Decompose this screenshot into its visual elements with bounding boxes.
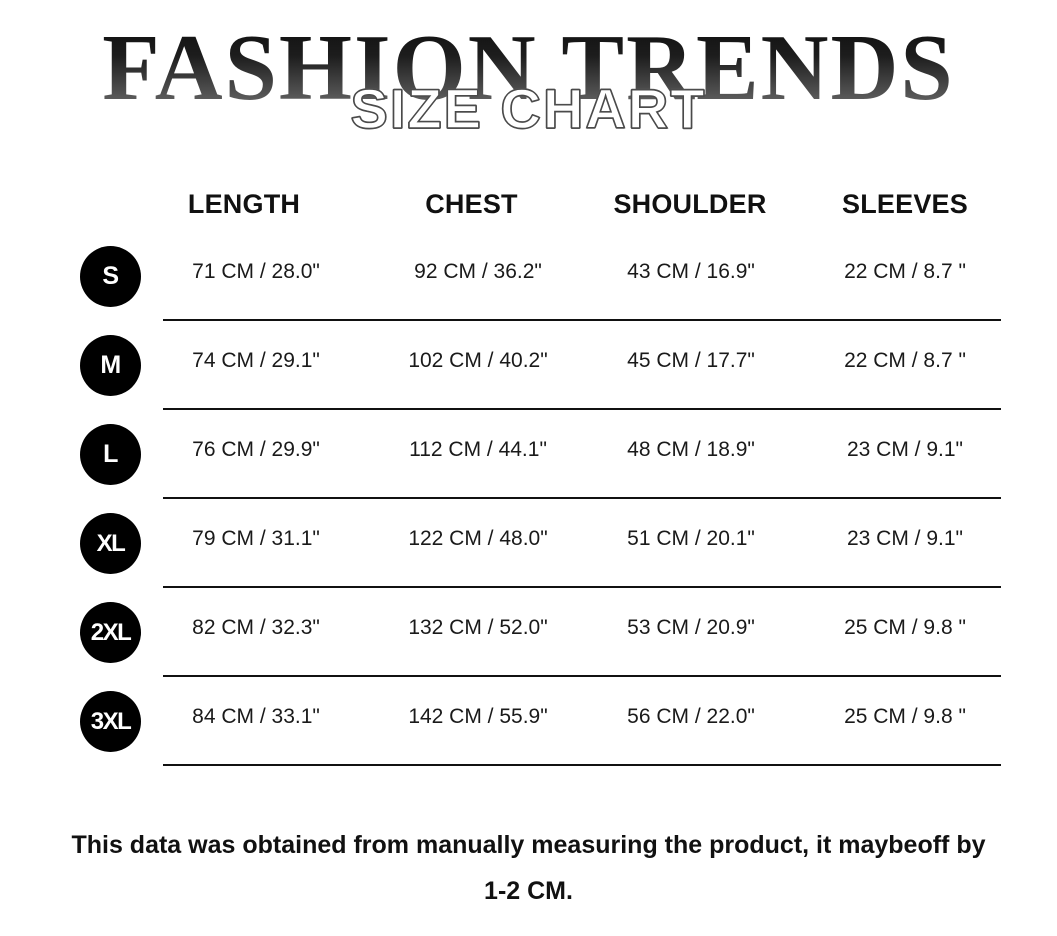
cell-sleeves: 22 CM / 8.7 " <box>844 349 966 372</box>
cell-shoulder: 45 CM / 17.7" <box>627 349 755 372</box>
row-divider <box>163 497 1001 499</box>
size-badge: M <box>80 335 141 396</box>
cell-sleeves: 23 CM / 9.1" <box>846 438 963 461</box>
table-row: 2XL 82 CM / 32.3" 132 CM / 52.0" 53 CM /… <box>0 588 1057 677</box>
cell-length: 71 CM / 28.0" <box>192 260 320 283</box>
size-badge: S <box>80 246 141 307</box>
cell-length: 74 CM / 29.1" <box>192 349 320 372</box>
cell-shoulder: 56 CM / 22.0" <box>627 705 755 728</box>
size-badge: XL <box>80 513 141 574</box>
title-block: FASHION TRENDS SIZE CHART <box>0 0 1057 160</box>
cell-shoulder: 51 CM / 20.1" <box>627 527 755 550</box>
row-divider <box>163 586 1001 588</box>
cell-chest: 142 CM / 55.9" <box>408 705 548 728</box>
cell-chest: 112 CM / 44.1" <box>409 438 547 461</box>
cell-sleeves: 23 CM / 9.1" <box>846 527 963 550</box>
row-divider <box>163 408 1001 410</box>
row-divider <box>163 764 1001 766</box>
table-header-row: LENGTH CHEST SHOULDER SLEEVES <box>0 170 1057 232</box>
table-row: S 71 CM / 28.0" 92 CM / 36.2" 43 CM / 16… <box>0 232 1057 321</box>
page-title: FASHION TRENDS <box>0 18 1057 118</box>
size-table: LENGTH CHEST SHOULDER SLEEVES S 71 CM / … <box>0 170 1057 766</box>
cell-length: 84 CM / 33.1" <box>192 705 320 728</box>
row-divider <box>163 319 1001 321</box>
size-badge: L <box>80 424 141 485</box>
table-row: 3XL 84 CM / 33.1" 142 CM / 55.9" 56 CM /… <box>0 677 1057 766</box>
column-header-sleeves: SLEEVES <box>842 189 968 219</box>
cell-shoulder: 43 CM / 16.9" <box>627 260 755 283</box>
cell-length: 79 CM / 31.1" <box>192 527 320 550</box>
cell-chest: 132 CM / 52.0" <box>408 616 548 639</box>
cell-sleeves: 25 CM / 9.8 " <box>844 616 966 639</box>
size-badge: 2XL <box>80 602 141 663</box>
table-row: XL 79 CM / 31.1" 122 CM / 48.0" 51 CM / … <box>0 499 1057 588</box>
row-divider <box>163 675 1001 677</box>
cell-sleeves: 25 CM / 9.8 " <box>844 705 966 728</box>
size-badge: 3XL <box>80 691 141 752</box>
column-header-shoulder: SHOULDER <box>613 189 767 219</box>
cell-chest: 122 CM / 48.0" <box>408 527 548 550</box>
cell-shoulder: 53 CM / 20.9" <box>627 616 755 639</box>
cell-sleeves: 22 CM / 8.7 " <box>844 260 966 283</box>
column-header-chest: CHEST <box>425 189 518 219</box>
measurement-disclaimer: This data was obtained from manually mea… <box>71 831 986 905</box>
column-header-length: LENGTH <box>187 189 301 219</box>
cell-length: 82 CM / 32.3" <box>192 616 320 639</box>
cell-length: 76 CM / 29.9" <box>192 438 320 461</box>
table-row: L 76 CM / 29.9" 112 CM / 44.1" 48 CM / 1… <box>0 410 1057 499</box>
table-row: M 74 CM / 29.1" 102 CM / 40.2" 45 CM / 1… <box>0 321 1057 410</box>
cell-chest: 92 CM / 36.2" <box>414 260 542 283</box>
page-subtitle: SIZE CHART <box>350 77 707 140</box>
cell-shoulder: 48 CM / 18.9" <box>627 438 755 461</box>
cell-chest: 102 CM / 40.2" <box>408 349 548 372</box>
